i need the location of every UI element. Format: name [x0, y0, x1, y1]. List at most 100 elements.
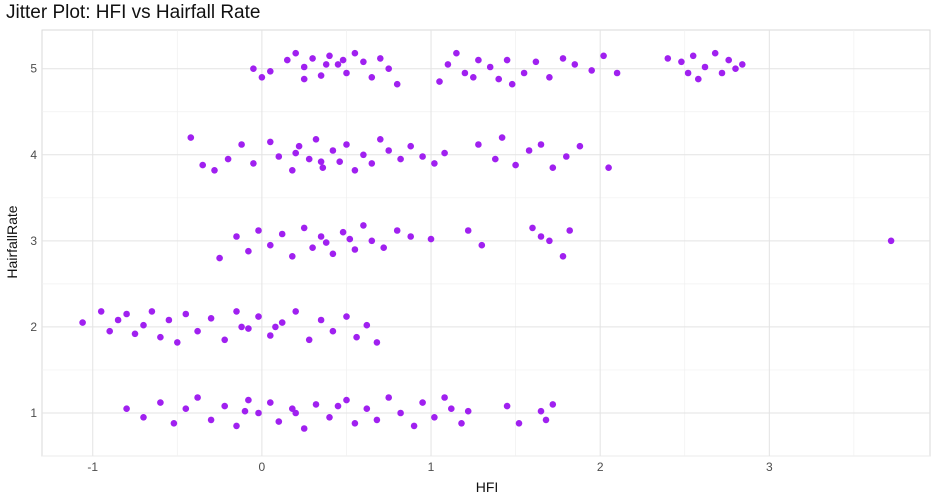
data-point [448, 405, 455, 413]
data-point [431, 414, 438, 421]
data-point [343, 396, 350, 404]
data-point [458, 420, 465, 427]
data-point [275, 153, 283, 160]
data-point [300, 75, 308, 83]
data-point [360, 222, 367, 229]
data-point [317, 72, 325, 79]
x-tick-label: 0 [259, 460, 266, 474]
data-point [309, 244, 316, 251]
data-point [605, 164, 612, 171]
data-point [300, 425, 308, 432]
y-tick-label: 1 [30, 406, 37, 420]
y-tick-label: 3 [30, 234, 37, 248]
data-point [537, 407, 545, 415]
data-point [419, 399, 426, 406]
data-point [216, 254, 223, 262]
data-point [368, 160, 376, 167]
data-point [368, 74, 376, 81]
data-point [563, 153, 570, 160]
data-point [292, 49, 300, 57]
data-point [343, 313, 350, 320]
data-point [520, 69, 528, 77]
data-point [695, 75, 702, 83]
data-point [684, 69, 692, 77]
data-point [289, 252, 296, 260]
data-point [363, 321, 371, 329]
data-point [322, 239, 330, 246]
data-point [380, 244, 388, 251]
data-point [305, 336, 313, 344]
data-point [322, 61, 330, 68]
data-point [475, 56, 482, 64]
data-point [255, 409, 262, 417]
data-point [407, 142, 415, 150]
data-point [689, 52, 697, 60]
data-point [255, 313, 262, 320]
data-point [515, 420, 523, 427]
data-point [245, 247, 252, 255]
data-point [537, 141, 545, 148]
data-point [711, 49, 719, 57]
data-point [351, 246, 359, 253]
data-point [233, 308, 240, 315]
data-point [664, 55, 672, 62]
data-point [157, 333, 164, 341]
data-point [461, 69, 469, 77]
data-point [373, 416, 381, 424]
data-point [393, 80, 401, 88]
data-point [305, 155, 313, 163]
data-point [525, 147, 533, 154]
data-point [194, 394, 201, 401]
data-point [385, 394, 393, 401]
data-point [250, 160, 257, 167]
data-point [478, 241, 486, 249]
data-point [373, 339, 381, 346]
data-point [170, 420, 178, 427]
data-point [397, 409, 404, 417]
data-point [165, 316, 173, 324]
data-point [410, 422, 418, 430]
data-point [114, 316, 122, 324]
data-point [419, 153, 426, 160]
data-point [267, 68, 274, 75]
data-point [224, 155, 232, 163]
data-point [351, 49, 359, 57]
data-point [532, 58, 540, 66]
data-point [317, 316, 325, 324]
data-point [559, 252, 567, 260]
data-point [453, 49, 460, 57]
data-point [312, 401, 320, 408]
data-point [334, 61, 342, 68]
data-point [326, 414, 333, 421]
data-point [343, 69, 350, 77]
data-point [343, 141, 350, 148]
data-point [267, 399, 274, 406]
data-point [241, 407, 249, 415]
data-point [588, 67, 595, 74]
data-point [887, 237, 895, 245]
data-point [339, 56, 347, 64]
data-point [498, 134, 506, 141]
data-point [351, 420, 359, 427]
data-point [221, 402, 228, 410]
x-axis-title: HFI [476, 479, 499, 495]
x-tick-label: 3 [766, 460, 773, 474]
data-point [503, 402, 511, 410]
x-axis-ticks: -1 0 1 2 3 [87, 460, 773, 474]
data-point [360, 58, 367, 66]
data-point [194, 327, 201, 335]
data-point [207, 416, 215, 424]
data-point [317, 158, 325, 165]
chart-title: Jitter Plot: HFI vs Hairfall Rate [6, 2, 261, 23]
data-point [542, 416, 550, 424]
data-point [732, 65, 739, 72]
data-point [79, 319, 86, 326]
data-point [360, 151, 367, 159]
data-point [351, 167, 359, 174]
data-point [140, 414, 147, 421]
data-points [79, 49, 895, 432]
data-point [187, 134, 195, 141]
data-point [566, 227, 573, 234]
data-point [492, 155, 499, 163]
